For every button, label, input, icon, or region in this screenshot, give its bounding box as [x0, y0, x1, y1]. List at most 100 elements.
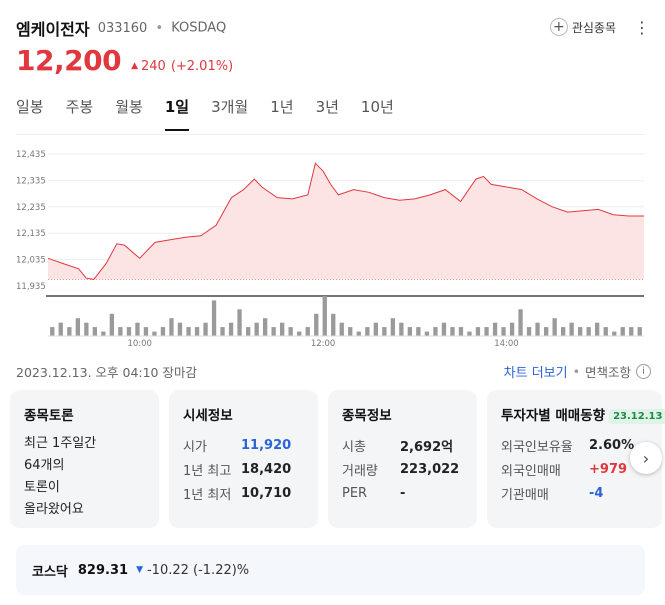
card-forum[interactable]: 종목토론 최근 1주일간 64개의 토론이 올라왔어요: [10, 390, 159, 528]
volume-bar: [501, 327, 506, 336]
volume-bar: [186, 327, 191, 336]
volume-bar: [246, 327, 251, 336]
kv-row: 거래량 223,022: [342, 457, 463, 481]
volume-bar: [365, 327, 370, 336]
volume-bar: [288, 327, 293, 336]
up-triangle-icon: ▲: [131, 61, 138, 71]
date-row: 2023.12.13. 오후 04:10 장마감 차트 더보기 • 면책조항 i: [16, 362, 651, 381]
info-icon[interactable]: i: [636, 364, 651, 379]
kv-key: 시총: [342, 439, 366, 455]
volume-bar: [390, 318, 395, 336]
volume-bar: [569, 322, 574, 336]
kv-row: 1년 최고 18,420: [183, 457, 304, 481]
stock-code: 033160: [97, 20, 148, 36]
tab-period[interactable]: 10년: [360, 98, 394, 116]
tab-period[interactable]: 1년: [270, 98, 294, 116]
price-row: 12,200 ▲ 240 (+2.01%): [16, 44, 233, 80]
kv-key: 외국인보유율: [501, 439, 573, 455]
card-stock-info[interactable]: 종목정보 시총 2,692억 거래량 223,022 PER -: [328, 390, 477, 528]
chevron-right-icon: ›: [642, 448, 650, 468]
volume-bar: [297, 331, 302, 336]
volume-bar: [399, 322, 404, 336]
volume-bar: [314, 313, 319, 336]
kv-value: 10,710: [241, 485, 292, 501]
volume-bar: [348, 327, 353, 336]
volume-bar: [458, 327, 464, 336]
kv-row: 기관매매 -4: [501, 481, 648, 505]
forum-text: 최근 1주일간 64개의 토론이 올라왔어요: [24, 433, 145, 521]
volume-bar: [203, 322, 208, 336]
kv-value: 223,022: [400, 461, 460, 477]
market-name: KOSDAQ: [171, 20, 227, 36]
y-tick-label: 12,335: [16, 176, 46, 186]
kv-key: 1년 최저: [183, 487, 232, 503]
tab-period[interactable]: 일봉: [16, 98, 44, 116]
tab-period[interactable]: 월봉: [115, 98, 143, 116]
volume-bar: [211, 300, 217, 336]
forum-line: 64개의: [24, 458, 65, 473]
volume-bar: [92, 327, 97, 336]
volume-bar: [75, 318, 80, 336]
price-change-pct: (+2.01%): [170, 59, 234, 74]
more-chart-link[interactable]: 차트 더보기: [503, 366, 568, 381]
price-line: [47, 162, 644, 280]
volume-bar: [552, 318, 557, 336]
volume-bar: [135, 322, 140, 336]
card-title-text: 투자자별 매매동향: [501, 408, 606, 424]
volume-bar: [339, 322, 344, 336]
volume-bar: [484, 327, 489, 336]
tab-period[interactable]: 3년: [315, 98, 339, 116]
volume-bar: [194, 327, 200, 336]
more-vertical-icon[interactable]: ⋮: [634, 18, 650, 37]
tab-period[interactable]: 주봉: [65, 98, 94, 116]
volume-bar: [450, 327, 455, 336]
kosdaq-index-bar[interactable]: 코스닥 829.31 ▼ -10.22 (-1.22)%: [16, 545, 645, 595]
volume-bar: [169, 318, 174, 336]
forum-line: 최근 1주일간: [24, 436, 97, 451]
volume-bar: [356, 331, 361, 336]
card-title: 시세정보: [183, 408, 233, 424]
tab-divider: [16, 134, 645, 135]
tab-period[interactable]: 1일: [164, 96, 190, 131]
volume-bar: [544, 327, 549, 336]
kv-row: 외국인보유율 2.60%: [501, 433, 648, 457]
volume-bar: [467, 331, 472, 336]
volume-bar: [373, 322, 378, 336]
volume-bar: [629, 327, 634, 336]
volume-bar: [118, 327, 123, 336]
x-tick-label: 14:00: [494, 339, 519, 349]
kv-value: 2.60%: [589, 437, 635, 453]
kv-key: 기관매매: [501, 487, 549, 503]
intraday-chart[interactable]: 12,435 12,335 12,235 12,135 12,035 11,935 10:0…: [12, 140, 652, 355]
kv-row: 시가 11,920: [183, 433, 304, 457]
period-tabs: 일봉 주봉 월봉 1일 3개월 1년 3년 10년: [16, 96, 416, 132]
card-title: 투자자별 매매동향 23.12.13: [501, 404, 665, 424]
add-watchlist-button[interactable]: + 관심종목: [549, 16, 616, 38]
next-card-button[interactable]: ›: [630, 442, 662, 474]
volume-bar: [271, 327, 276, 336]
kv-row: 시총 2,692억: [342, 433, 463, 457]
volume-bar: [595, 322, 600, 336]
x-tick-label: 12:00: [311, 339, 336, 349]
current-price: 12,200: [16, 44, 122, 77]
tab-period[interactable]: 3개월: [211, 98, 249, 116]
stock-name[interactable]: 엠케이전자: [16, 20, 90, 39]
forum-line: 토론이: [24, 480, 60, 495]
volume-bar: [518, 309, 523, 336]
volume-bar: [67, 327, 72, 336]
volume-bar: [160, 327, 166, 336]
index-change: -10.22 (-1.22)%: [146, 562, 250, 578]
card-quote[interactable]: 시세정보 시가 11,920 1년 최고 18,420 1년 최저 10,710: [169, 390, 318, 528]
price-change-value: 240: [140, 59, 166, 74]
kv-value: -: [400, 485, 406, 501]
index-name: 코스닥: [32, 564, 68, 580]
kv-value: -4: [589, 485, 604, 501]
volume-bar: [126, 327, 132, 336]
volume-bar: [322, 296, 327, 336]
disclaimer-link[interactable]: 면책조항: [584, 365, 631, 380]
price-area: [48, 163, 644, 280]
stock-header: 엠케이전자 033160 • KOSDAQ + 관심종목 ⋮: [16, 16, 656, 40]
volume-bar: [58, 322, 63, 336]
volume-bar: [561, 327, 566, 336]
volume-bar: [254, 322, 259, 336]
